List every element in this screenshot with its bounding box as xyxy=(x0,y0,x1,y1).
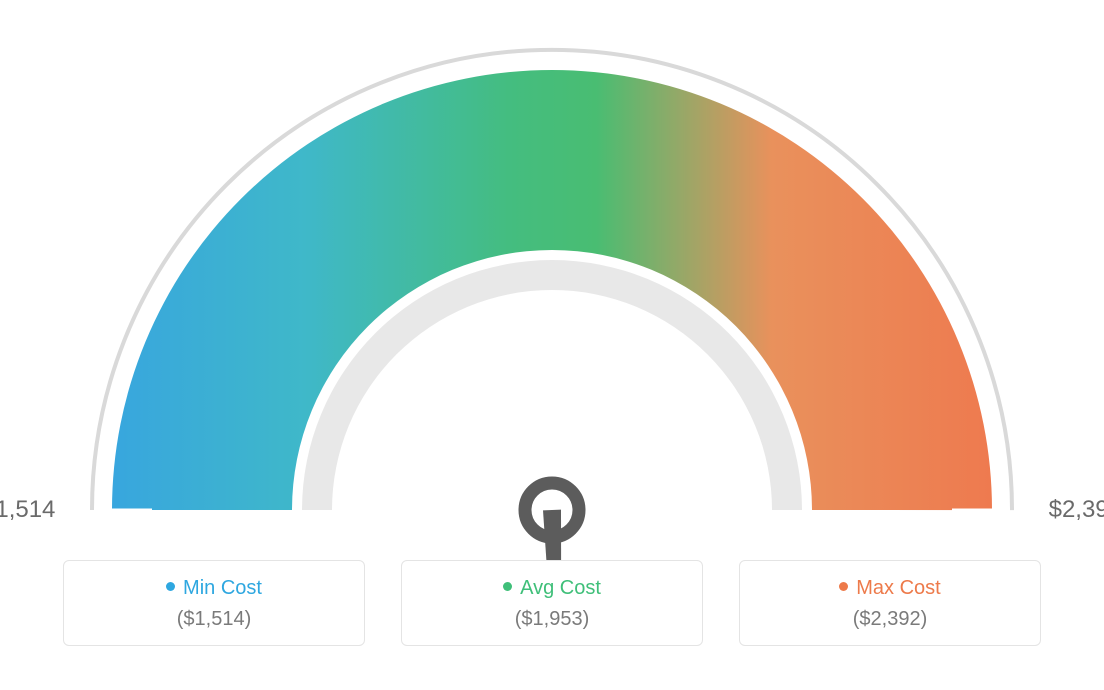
legend-card-title: Min Cost xyxy=(64,577,364,600)
gauge-svg xyxy=(0,0,1104,560)
legend-card-label: Avg Cost xyxy=(520,577,601,599)
legend-card: Min Cost ($1,514) xyxy=(63,560,365,646)
legend-card: Max Cost ($2,392) xyxy=(739,560,1041,646)
legend-dot-icon xyxy=(166,582,175,591)
legend-card-value: ($1,953) xyxy=(402,608,702,631)
legend-dot-icon xyxy=(839,582,848,591)
legend-dot-icon xyxy=(503,582,512,591)
legend-card-value: ($1,514) xyxy=(64,608,364,631)
legend-card-label: Max Cost xyxy=(856,577,940,599)
gauge-chart: $1,514$1,624$1,734$1,953$2,099$2,245$2,3… xyxy=(0,0,1104,560)
legend-row: Min Cost ($1,514) Avg Cost ($1,953) Max Cost… xyxy=(0,560,1104,666)
legend-card-value: ($2,392) xyxy=(740,608,1040,631)
legend-card-label: Min Cost xyxy=(183,577,262,599)
legend-card-title: Max Cost xyxy=(740,577,1040,600)
gauge-tick-label: $1,514 xyxy=(0,496,55,524)
legend-card: Avg Cost ($1,953) xyxy=(401,560,703,646)
legend-card-title: Avg Cost xyxy=(402,577,702,600)
gauge-tick-label: $2,392 xyxy=(1049,496,1104,524)
gauge-color-arc xyxy=(112,70,992,510)
